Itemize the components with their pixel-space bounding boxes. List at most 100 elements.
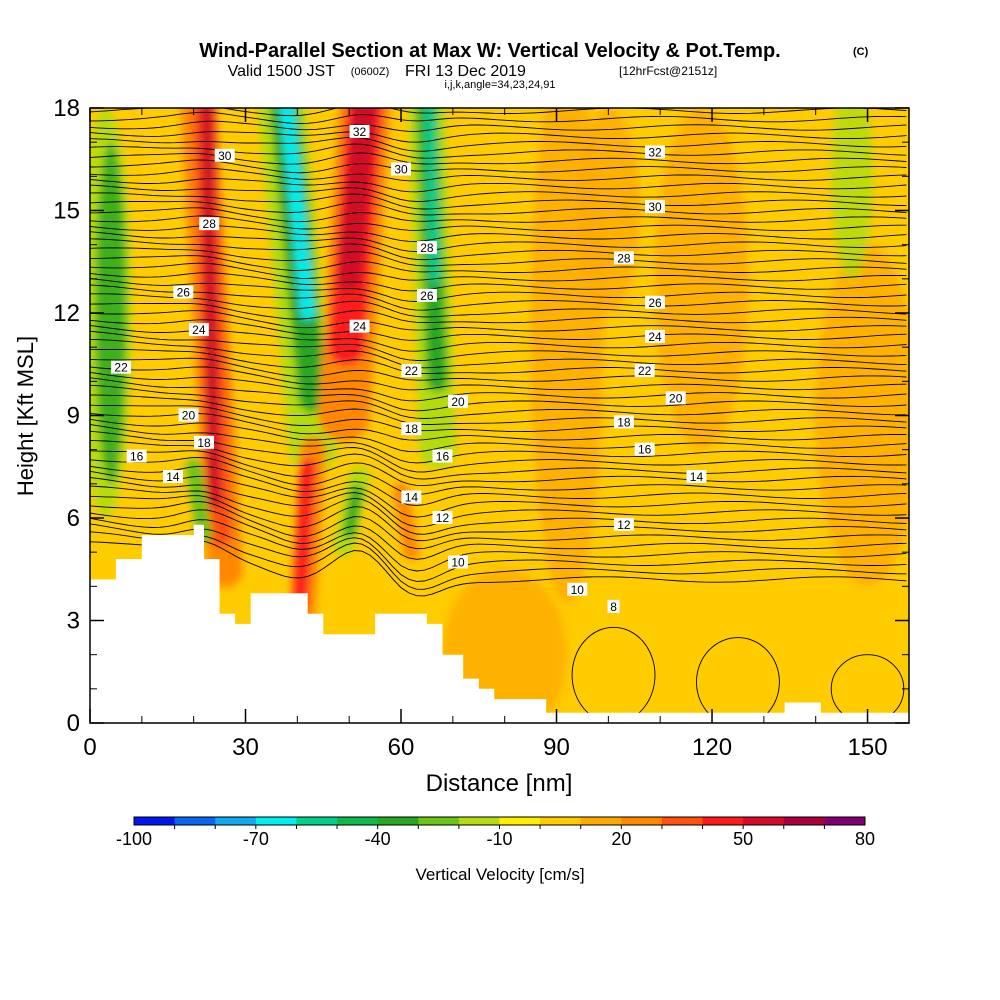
colorbar-swatch — [783, 817, 825, 825]
forecast-info: [12hrFcst@2151z] — [619, 64, 717, 78]
isentrope-line — [90, 159, 907, 174]
isentrope-label-bg — [194, 435, 215, 449]
isentrope-line — [90, 440, 907, 480]
isentrope-line — [90, 517, 907, 572]
isentrope-line — [90, 339, 907, 369]
isentrope-label: 26 — [416, 288, 437, 303]
isentrope-label-text: 24 — [353, 320, 367, 334]
isentrope-label-bg — [111, 360, 132, 374]
isentrope-line — [90, 523, 907, 582]
isentrope-label: 20 — [178, 408, 199, 423]
isentrope-label-bg — [401, 490, 422, 504]
downdraft-band — [343, 484, 363, 538]
isentrope-label-text: 32 — [353, 125, 367, 139]
isentrope-line — [90, 501, 907, 550]
isentrope-label-bg — [401, 422, 422, 436]
isentrope-label-bg — [126, 449, 147, 463]
isentrope-line — [90, 495, 907, 542]
updraft-band — [200, 108, 221, 508]
isentrope-line — [90, 413, 907, 441]
colorbar: -100 -70 -40 -10 20 50 80 — [116, 816, 875, 849]
isentrope-label: 26 — [645, 295, 666, 310]
x-tick-label: 150 — [848, 734, 888, 761]
isentrope-label-text: 24 — [648, 330, 662, 344]
isentrope-label-bg — [432, 449, 453, 463]
downdraft-band — [185, 458, 212, 543]
isentrope-label-text: 28 — [420, 241, 434, 255]
section-params: i,j,k,angle=34,23,24,91 — [444, 79, 555, 91]
isentrope-label: 18 — [401, 422, 422, 436]
isentrope-line — [90, 137, 907, 152]
isentrope-line — [90, 366, 907, 391]
isentrope-label: 30 — [391, 162, 412, 177]
isentrope-label-bg — [613, 415, 634, 429]
isentrope-line — [90, 465, 907, 506]
valid-prefix: Valid 1500 JST — [228, 63, 336, 80]
isentrope-line — [90, 324, 907, 352]
isentrope-line — [90, 167, 907, 182]
isentrope-label-bg — [634, 364, 655, 378]
isentrope-label-text: 24 — [192, 323, 206, 337]
isentrope-label-bg — [567, 582, 588, 596]
isentrope-label-text: 20 — [182, 409, 196, 423]
isentrope-label-bg — [645, 329, 666, 343]
colorbar-swatch — [377, 817, 419, 825]
isentrope-label: 22 — [111, 360, 132, 375]
isentrope-label-text: 16 — [130, 450, 144, 464]
isentrope-label: 16 — [126, 449, 147, 464]
isentrope-label: 18 — [613, 415, 634, 429]
weak-downdraft-region — [831, 108, 873, 279]
isentrope-label: 22 — [634, 364, 655, 378]
isentrope-line — [90, 470, 907, 518]
terrain-profile — [90, 524, 909, 723]
isentrope-label-text: 12 — [617, 518, 631, 532]
isentrope-label-bg — [634, 442, 655, 456]
copyright-mark: (C) — [853, 46, 869, 58]
isentrope-label: 14 — [162, 470, 183, 484]
y-axis-label: Height [Kft MSL] — [13, 336, 38, 496]
isentrope-label-text: 14 — [405, 491, 419, 505]
isentrope-label-text: 32 — [648, 145, 662, 159]
isentrope-contours — [90, 108, 907, 723]
isentrope-line — [90, 255, 907, 273]
isentrope-line — [90, 111, 907, 125]
isentrope-line — [90, 262, 907, 282]
isentrope-label-bg — [162, 470, 183, 483]
isentrope-label-bg — [416, 288, 437, 302]
y-tick-label: 12 — [53, 300, 80, 327]
isentrope-label-bg — [416, 241, 437, 255]
colorbar-swatch — [540, 817, 582, 825]
colorbar-swatch — [824, 817, 866, 825]
isentrope-label-bg — [607, 599, 620, 613]
isentrope-closed-contour — [696, 637, 780, 723]
colorbar-swatch — [215, 817, 257, 825]
colorbar-swatch — [499, 817, 541, 825]
isentrope-label: 28 — [416, 241, 437, 255]
isentrope-label-text: 16 — [638, 443, 652, 457]
colorbar-swatch — [337, 817, 379, 825]
isentrope-label-text: 22 — [638, 364, 652, 378]
isentrope-line — [90, 371, 907, 402]
isentrope-label: 12 — [613, 517, 634, 532]
isentrope-label-text: 20 — [669, 391, 683, 405]
isentrope-line — [90, 284, 907, 311]
isentrope-line — [90, 215, 907, 232]
isentrope-label-text: 8 — [610, 600, 617, 614]
isentrope-line — [90, 456, 907, 495]
isentrope-line — [90, 131, 907, 143]
isentrope-label-text: 10 — [451, 555, 465, 569]
isentrope-label: 16 — [634, 442, 655, 457]
colorbar-swatch — [255, 817, 297, 825]
colorbar-swatch — [743, 817, 785, 825]
colorbar-tick-label: -10 — [486, 829, 512, 849]
isentrope-label-bg — [214, 148, 235, 162]
isentrope-line — [90, 272, 907, 292]
y-tick-label: 18 — [53, 95, 80, 122]
isentrope-label: 24 — [645, 329, 666, 344]
isentrope-label: 14 — [686, 470, 707, 484]
isentrope-line — [90, 207, 907, 223]
isentrope-label: 24 — [349, 319, 370, 334]
isentrope-line — [90, 302, 907, 324]
